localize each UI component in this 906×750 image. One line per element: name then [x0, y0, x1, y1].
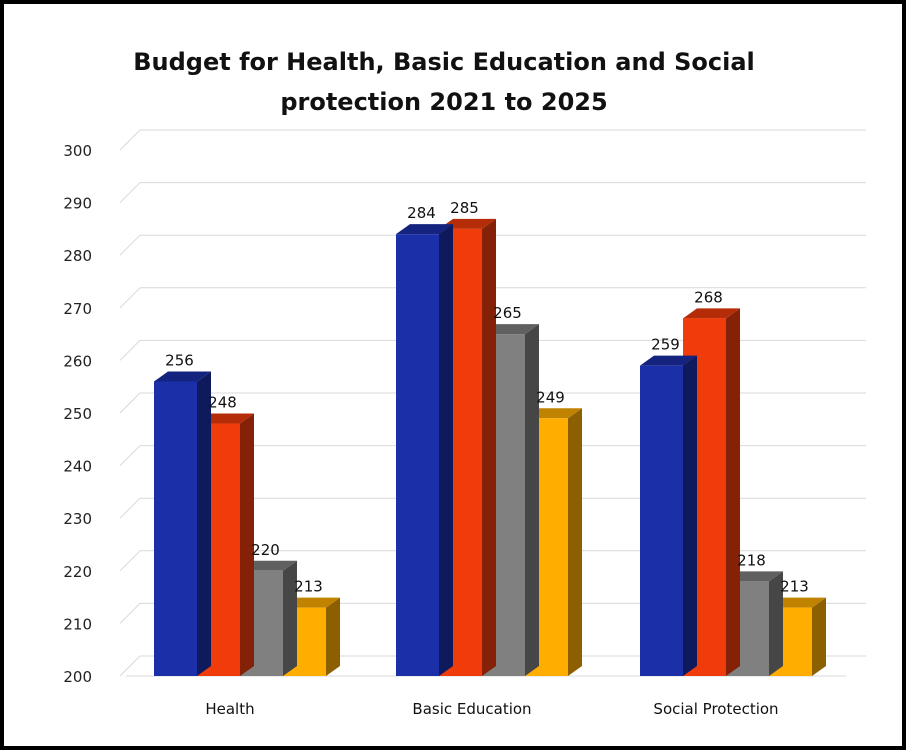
gridline-depth [119, 445, 141, 466]
data-label: 218 [737, 551, 766, 569]
bar-side [769, 571, 783, 676]
gridline-depth [119, 234, 141, 256]
bar-side [326, 597, 340, 676]
x-tick-label: Social Protection [653, 700, 778, 718]
gridline-depth [119, 550, 141, 572]
bar [396, 224, 453, 676]
bar-front [154, 381, 197, 676]
data-label: 248 [208, 394, 237, 412]
data-label: 285 [450, 199, 479, 217]
bar-top [726, 571, 783, 582]
y-axis-ticks: 200 210 220 230 240 250 260 270 280 290 300 [63, 142, 92, 686]
x-axis-ticks: Health Basic Education Social Protection [205, 700, 778, 718]
bar-side [439, 224, 453, 676]
bar-side [240, 413, 254, 676]
bar [525, 408, 582, 676]
bar-top [154, 371, 211, 382]
y-tick-label: 210 [63, 615, 92, 633]
gridline-depth [119, 182, 141, 203]
x-tick-label: Health [205, 700, 254, 718]
y-tick-label: 280 [63, 247, 92, 265]
y-tick-label: 260 [63, 352, 92, 370]
bar [640, 355, 697, 676]
bar-top [283, 597, 340, 608]
bar-front [640, 365, 683, 676]
bar-top [769, 597, 826, 608]
bar-top [396, 224, 453, 235]
gridline-depth [119, 129, 141, 151]
bar-side [197, 371, 211, 676]
data-label: 220 [251, 541, 280, 559]
data-label: 265 [493, 304, 522, 322]
data-label: 213 [294, 578, 323, 596]
bar-side [726, 308, 740, 676]
y-tick-label: 230 [63, 510, 92, 528]
bar-side [568, 408, 582, 676]
y-tick-label: 290 [63, 195, 92, 213]
bar-side [525, 324, 539, 676]
data-label: 213 [780, 578, 809, 596]
bar-side [683, 355, 697, 676]
y-tick-label: 220 [63, 563, 92, 581]
gridline-depth [119, 655, 141, 677]
bar-top [640, 355, 697, 366]
bar [154, 371, 211, 676]
bar-top [525, 408, 582, 419]
gridline-depth [119, 603, 141, 624]
bar-top [240, 560, 297, 571]
y-tick-label: 240 [63, 458, 92, 476]
bar-side [283, 560, 297, 676]
y-tick-label: 200 [63, 668, 92, 686]
bar-top [683, 308, 740, 319]
chart-title: Budget for Health, Basic Education and S… [133, 48, 755, 116]
data-label: 268 [694, 288, 723, 306]
data-label: 284 [407, 204, 436, 222]
gridline-depth [119, 392, 141, 414]
gridline-depth [119, 340, 141, 361]
data-label: 249 [536, 388, 565, 406]
bar-side [482, 218, 496, 676]
data-labels: 256 248 220 213 284 285 265 249 259 268 218 213 [165, 199, 809, 596]
data-label: 259 [651, 336, 680, 354]
y-tick-label: 300 [63, 142, 92, 160]
x-tick-label: Basic Education [412, 700, 531, 718]
bar-top [439, 218, 496, 229]
data-label: 256 [165, 351, 194, 369]
gridline-depth [119, 287, 141, 309]
bar-top [197, 413, 254, 424]
y-tick-label: 250 [63, 405, 92, 423]
bar-top [482, 324, 539, 335]
gridline-depth [119, 497, 141, 519]
bars [154, 218, 826, 676]
bar-side [812, 597, 826, 676]
y-tick-label: 270 [63, 300, 92, 318]
bar-front [396, 234, 439, 676]
